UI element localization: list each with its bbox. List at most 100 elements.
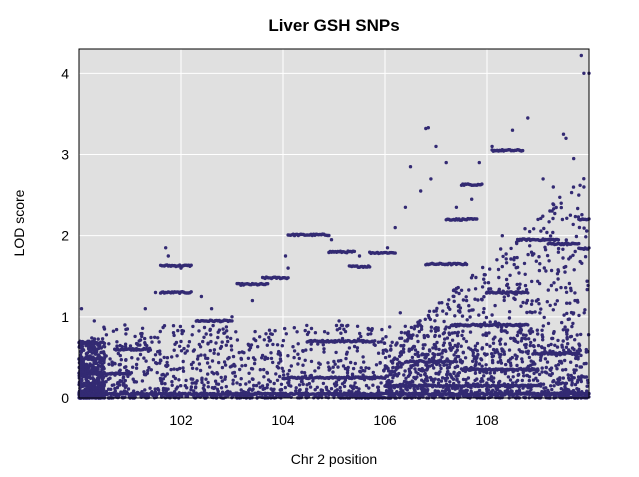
snp-point [389, 369, 394, 373]
snp-point [149, 368, 153, 372]
snp-point [451, 288, 456, 293]
snp-point [473, 344, 478, 348]
snp-point [123, 342, 128, 346]
snp-point [383, 355, 388, 360]
snp-point [496, 267, 501, 272]
snp-point [565, 311, 569, 316]
snp-point [79, 307, 84, 311]
snp-point [341, 364, 346, 368]
snp-point [151, 358, 156, 362]
snp-point [526, 386, 530, 390]
snp-point [165, 356, 170, 360]
snp-point [155, 370, 159, 375]
snp-point [443, 348, 447, 352]
snp-point [549, 268, 554, 273]
snp-point [566, 317, 570, 322]
snp-point [574, 364, 579, 368]
snp-point [429, 329, 433, 333]
snp-point [436, 352, 440, 357]
snp-point [206, 372, 210, 376]
snp-point [191, 324, 195, 329]
snp-point [472, 356, 476, 361]
snp-point [316, 342, 320, 346]
snp-point [235, 381, 239, 385]
snp-point [539, 229, 543, 233]
snp-point [461, 329, 465, 333]
snp-point [458, 392, 462, 396]
snp-point [501, 254, 505, 259]
snp-point [177, 378, 181, 382]
snp-point [292, 349, 297, 353]
x-axis-label: Chr 2 position [291, 451, 377, 467]
snp-point [515, 265, 520, 269]
snp-point [467, 288, 471, 292]
snp-point [161, 377, 166, 381]
snp-point [158, 329, 162, 334]
snp-point [553, 343, 557, 347]
snp-point [179, 266, 183, 270]
snp-point [546, 321, 551, 326]
snp-point [305, 387, 309, 391]
snp-point [559, 361, 564, 365]
snp-point [170, 355, 174, 359]
snp-point [497, 352, 501, 356]
snp-point [214, 393, 218, 398]
snp-point [392, 386, 397, 390]
snp-point [366, 332, 370, 336]
snp-point [267, 328, 272, 332]
snp-point [466, 376, 471, 380]
snp-point [564, 286, 568, 290]
snp-point [524, 288, 529, 292]
snp-point [480, 364, 484, 368]
snp-point [174, 387, 178, 391]
snp-point [506, 293, 510, 298]
snp-point [89, 348, 93, 353]
snp-point [143, 336, 147, 341]
snp-point [92, 319, 97, 323]
snp-point [231, 382, 235, 386]
snp-point [519, 328, 523, 332]
snp-point [146, 349, 151, 353]
snp-point [146, 393, 150, 397]
snp-point [132, 389, 136, 393]
snp-point [169, 367, 173, 372]
snp-point [573, 338, 577, 342]
snp-point [568, 335, 573, 339]
snp-point [79, 349, 83, 354]
snp-point [465, 318, 469, 322]
snp-point [526, 383, 531, 387]
snp-point [231, 371, 235, 375]
snp-point [104, 389, 109, 394]
snp-point [239, 356, 243, 361]
snp-point [134, 347, 139, 351]
snp-point [521, 300, 525, 305]
snp-point [445, 302, 450, 306]
snp-point [425, 383, 429, 387]
snp-point [313, 369, 317, 373]
snp-point [296, 362, 300, 366]
snp-point [123, 345, 128, 349]
snp-point [248, 346, 253, 350]
snp-point [562, 350, 567, 355]
snp-point [469, 386, 473, 390]
snp-point [511, 375, 515, 379]
snp-point [100, 358, 105, 363]
snp-point [113, 373, 117, 377]
snp-point [209, 333, 213, 337]
snp-point [210, 370, 214, 374]
snp-point [179, 339, 183, 344]
snp-point [480, 182, 484, 186]
snp-point [445, 357, 449, 361]
snp-point [569, 190, 574, 195]
snp-point [308, 374, 312, 378]
snp-point [520, 360, 525, 364]
snp-point [231, 354, 236, 359]
snp-point [166, 254, 170, 258]
snp-point [368, 392, 372, 397]
snp-point [490, 358, 495, 363]
snp-point [346, 323, 350, 328]
snp-point [565, 243, 569, 247]
snp-point [347, 375, 351, 380]
snp-point [150, 340, 154, 344]
snp-point [121, 383, 126, 387]
